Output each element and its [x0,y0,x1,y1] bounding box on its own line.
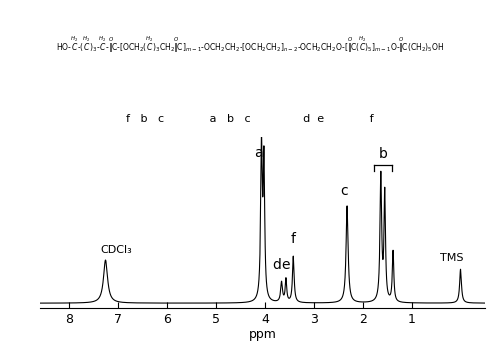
X-axis label: ppm: ppm [248,328,276,341]
Text: e: e [282,258,290,272]
Text: f   b   c             a   b   c               d  e             f: f b c a b c d e f [126,114,374,124]
Text: HO-$\overset{H_2}{C}$-$(\overset{H_2}{C})_3$-$\overset{H_2}{C}$-$\overset{O}{\|}: HO-$\overset{H_2}{C}$-$(\overset{H_2}{C}… [56,35,444,55]
Text: b: b [378,147,388,161]
Text: CDCl₃: CDCl₃ [100,246,132,255]
Text: f: f [290,232,296,246]
Text: a: a [254,146,262,160]
Text: c: c [340,184,348,198]
Text: TMS: TMS [440,253,464,263]
Text: d: d [272,258,280,272]
